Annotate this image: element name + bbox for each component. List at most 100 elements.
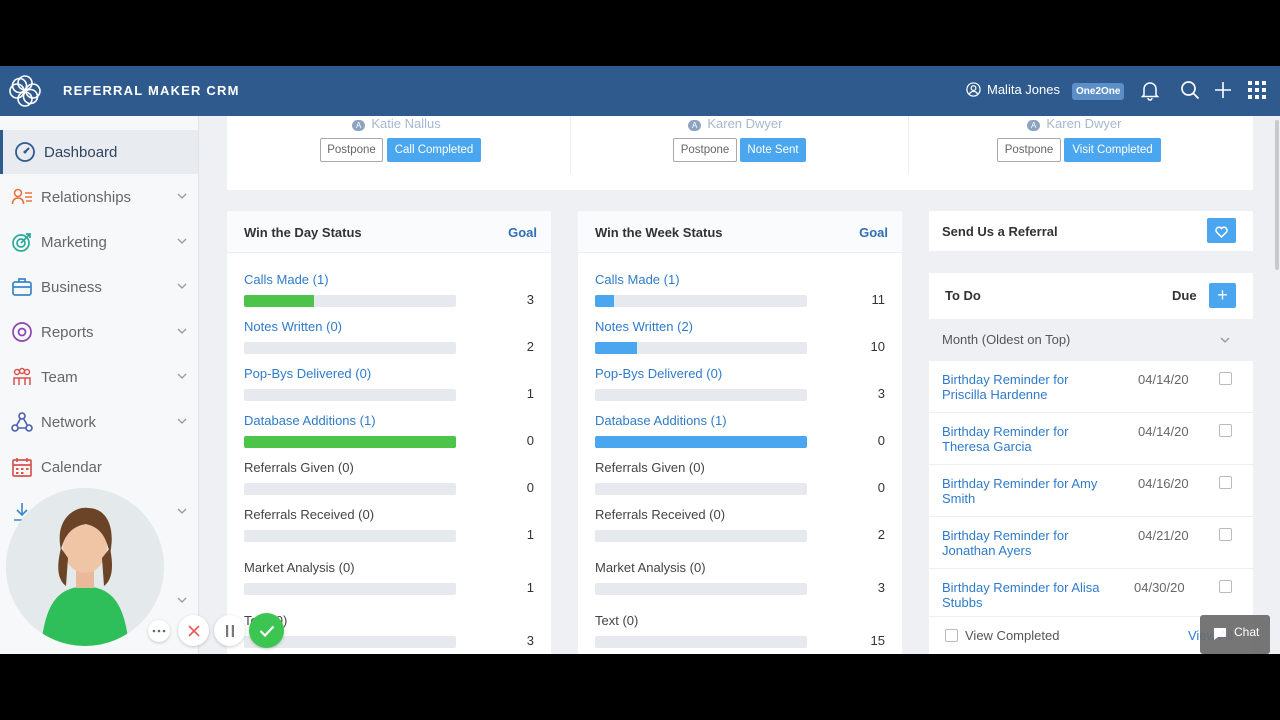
postpone-button[interactable]: Postpone bbox=[997, 138, 1061, 162]
metric-goal-value: 11 bbox=[871, 292, 886, 307]
call-completed-button[interactable]: Call Completed bbox=[387, 138, 481, 162]
progress-bar bbox=[595, 583, 807, 595]
view-completed-checkbox[interactable] bbox=[945, 629, 958, 642]
metric-goal-value: 2 bbox=[526, 339, 534, 354]
metric-label: Referrals Given (0) bbox=[595, 460, 705, 475]
finish-recording-button[interactable] bbox=[249, 613, 284, 648]
metric-row: Notes Written (0) 2 bbox=[244, 319, 534, 354]
metric-goal-value: 15 bbox=[870, 633, 885, 648]
chevron-down-icon bbox=[177, 597, 187, 603]
user-icon bbox=[966, 82, 981, 97]
panel-header: Win the Day Status Goal bbox=[227, 211, 551, 253]
metric-label[interactable]: Database Additions (1) bbox=[244, 413, 376, 428]
sidebar-item-reports[interactable]: Reports bbox=[0, 310, 198, 354]
plus-icon[interactable] bbox=[1212, 79, 1234, 101]
goal-link[interactable]: Goal bbox=[859, 225, 888, 240]
due-sort-header[interactable]: Due bbox=[1172, 288, 1197, 303]
sidebar-item-relationships[interactable]: Relationships bbox=[0, 175, 198, 219]
metric-label[interactable]: Calls Made (1) bbox=[595, 272, 680, 287]
metric-goal-value: 3 bbox=[877, 580, 885, 595]
metric-label[interactable]: Notes Written (0) bbox=[244, 319, 343, 334]
todo-link[interactable]: Birthday Reminder for Amy Smith bbox=[942, 476, 1098, 506]
progress-bar bbox=[244, 530, 456, 542]
progress-bar bbox=[595, 436, 807, 448]
metric-label[interactable]: Pop-Bys Delivered (0) bbox=[244, 366, 372, 381]
metric-goal-value: 10 bbox=[870, 339, 885, 354]
pause-button[interactable] bbox=[214, 615, 245, 646]
metric-label: Market Analysis (0) bbox=[244, 560, 355, 575]
metric-label: Text (0) bbox=[595, 613, 639, 628]
progress-bar bbox=[244, 483, 456, 495]
avatar: A bbox=[1027, 120, 1041, 131]
sidebar-item-business[interactable]: Business bbox=[0, 265, 198, 309]
progress-bar bbox=[595, 530, 807, 542]
postpone-button[interactable]: Postpone bbox=[320, 138, 383, 162]
todo-link[interactable]: Birthday Reminder for Theresa Garcia bbox=[942, 424, 1069, 454]
logo-icon[interactable] bbox=[6, 72, 44, 110]
progress-bar bbox=[595, 389, 807, 401]
metric-label[interactable]: Calls Made (1) bbox=[244, 272, 329, 287]
webcam-video[interactable] bbox=[6, 488, 164, 646]
scrollbar[interactable] bbox=[1275, 120, 1279, 270]
bell-icon[interactable] bbox=[1139, 79, 1161, 101]
metric-row: Referrals Received (0) 2 bbox=[595, 507, 885, 542]
todo-link[interactable]: Birthday Reminder for Jonathan Ayers bbox=[942, 528, 1069, 558]
todo-checkbox[interactable] bbox=[1219, 372, 1232, 385]
metric-label[interactable]: Database Additions (1) bbox=[595, 413, 727, 428]
visit-completed-button[interactable]: Visit Completed bbox=[1064, 138, 1161, 162]
progress-fill bbox=[595, 342, 638, 354]
metric-row: Referrals Given (0) 0 bbox=[244, 460, 534, 495]
sidebar-item-label: Marketing bbox=[41, 233, 107, 251]
todo-link[interactable]: Birthday Reminder for Priscilla Hardenne bbox=[942, 372, 1069, 402]
check-icon bbox=[259, 625, 274, 637]
sidebar-item-more-2[interactable] bbox=[0, 579, 198, 623]
progress-bar bbox=[244, 295, 456, 307]
team-icon bbox=[13, 367, 31, 385]
goal-link[interactable]: Goal bbox=[508, 225, 537, 240]
metric-label: Text (0) bbox=[244, 613, 534, 628]
app-title: REFERRAL MAKER CRM bbox=[63, 83, 240, 98]
sidebar-item-marketing[interactable]: Marketing bbox=[0, 220, 198, 264]
todo-title: To Do bbox=[945, 288, 981, 303]
add-todo-button[interactable]: + bbox=[1209, 283, 1236, 308]
stop-recording-button[interactable] bbox=[178, 615, 209, 646]
heart-icon bbox=[1215, 226, 1228, 239]
todo-checkbox[interactable] bbox=[1219, 476, 1232, 489]
todo-checkbox[interactable] bbox=[1219, 424, 1232, 437]
postpone-button[interactable]: Postpone bbox=[673, 138, 737, 162]
metric-goal-value: 1 bbox=[526, 386, 534, 401]
chat-button[interactable]: Chat bbox=[1200, 615, 1270, 654]
sidebar-item-dashboard[interactable]: Dashboard bbox=[0, 130, 198, 174]
search-icon[interactable] bbox=[1179, 79, 1201, 101]
apps-grid-icon[interactable] bbox=[1246, 79, 1268, 101]
filter-value: Month (Oldest on Top) bbox=[942, 332, 1071, 347]
metric-row: Referrals Received (0) 1 bbox=[244, 507, 534, 542]
todo-link[interactable]: Birthday Reminder for Alisa Stubbs bbox=[942, 580, 1100, 610]
todo-row: Birthday Reminder for Jonathan Ayers 04/… bbox=[929, 517, 1253, 569]
chat-bubble-icon bbox=[1214, 628, 1226, 640]
todo-filter-select[interactable]: Month (Oldest on Top) bbox=[929, 319, 1253, 361]
chevron-down-icon bbox=[177, 193, 187, 199]
metric-goal-value: 1 bbox=[526, 580, 534, 595]
send-referral-card: Send Us a Referral bbox=[929, 211, 1253, 251]
user-menu[interactable]: Malita Jones bbox=[966, 82, 1060, 97]
send-referral-button[interactable] bbox=[1207, 218, 1236, 243]
metric-label[interactable]: Pop-Bys Delivered (0) bbox=[595, 366, 723, 381]
metric-row: Database Additions (1) 0 bbox=[244, 413, 534, 448]
progress-bar bbox=[244, 636, 456, 648]
more-options-button[interactable] bbox=[148, 620, 170, 642]
note-sent-button[interactable]: Note Sent bbox=[740, 138, 806, 162]
todo-checkbox[interactable] bbox=[1219, 580, 1232, 593]
metric-label[interactable]: Notes Written (2) bbox=[595, 319, 694, 334]
sidebar-item-calendar[interactable]: Calendar bbox=[0, 445, 198, 489]
app-window: REFERRAL MAKER CRM Malita Jones One2One … bbox=[0, 66, 1280, 654]
avatar: A bbox=[352, 120, 366, 131]
metric-row: Text (0) 15 bbox=[595, 613, 885, 648]
chevron-down-icon bbox=[177, 508, 187, 514]
sidebar-item-team[interactable]: Team bbox=[0, 355, 198, 399]
win-the-week-panel: Win the Week Status Goal Calls Made (1) 1… bbox=[578, 211, 902, 654]
progress-bar bbox=[595, 483, 807, 495]
sidebar-item-label: Business bbox=[41, 278, 102, 296]
todo-checkbox[interactable] bbox=[1219, 528, 1232, 541]
sidebar-item-network[interactable]: Network bbox=[0, 400, 198, 444]
